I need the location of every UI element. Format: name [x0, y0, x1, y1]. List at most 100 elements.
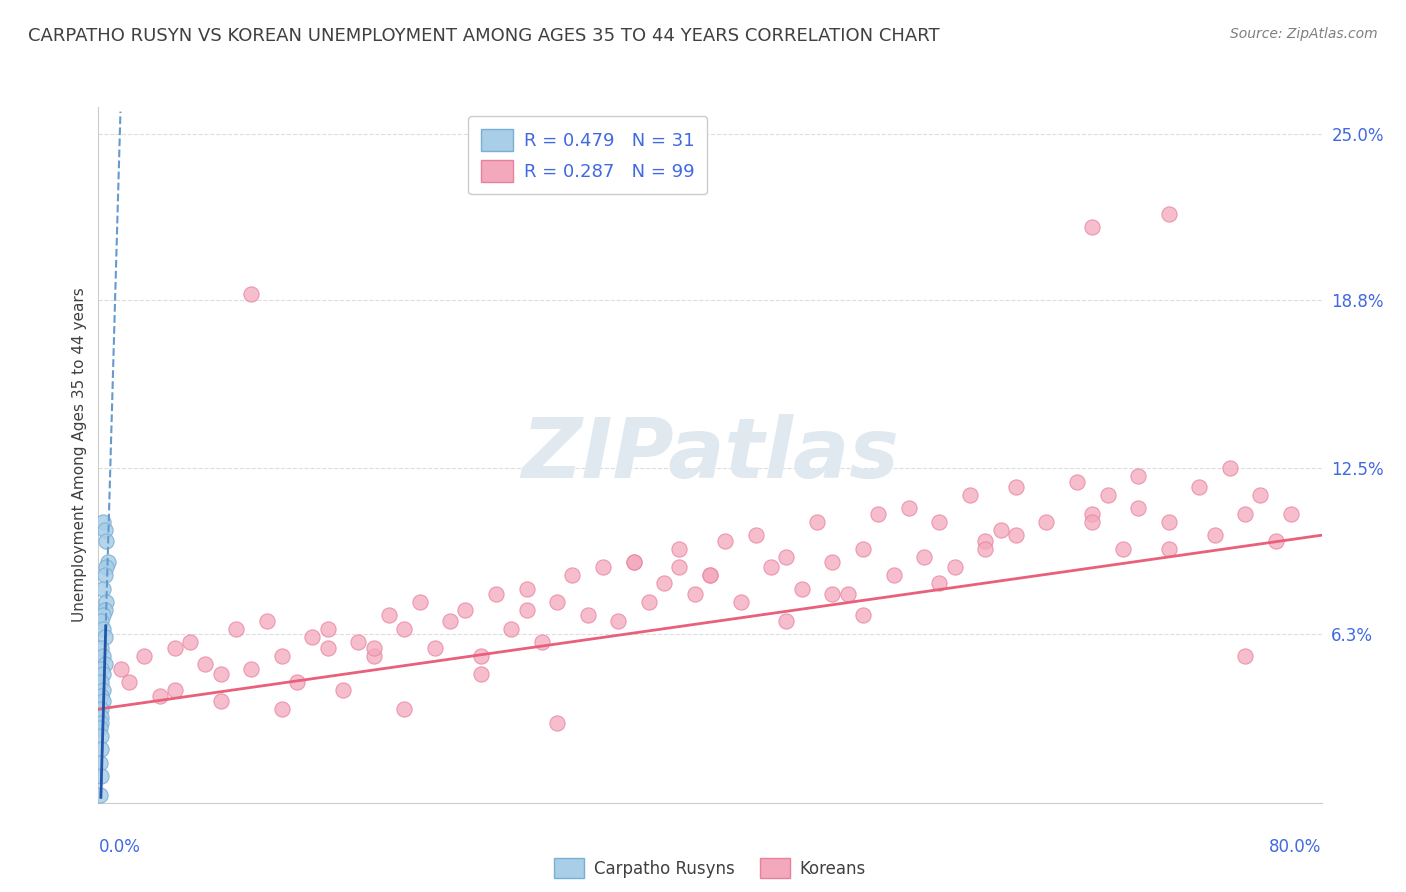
Point — [607, 614, 630, 628]
Point — [91, 622, 114, 636]
Point — [332, 683, 354, 698]
Point — [1128, 501, 1150, 516]
Point — [1066, 475, 1088, 489]
Point — [1157, 515, 1180, 529]
Text: 0.0%: 0.0% — [98, 838, 141, 855]
Point — [1204, 528, 1226, 542]
Point — [1234, 507, 1257, 521]
Point — [470, 667, 492, 681]
Point — [974, 541, 997, 556]
Point — [1081, 220, 1104, 235]
Point — [1250, 488, 1272, 502]
Point — [91, 608, 114, 623]
Point — [516, 582, 538, 596]
Point — [990, 523, 1012, 537]
Y-axis label: Unemployment Among Ages 35 to 44 years: Unemployment Among Ages 35 to 44 years — [72, 287, 87, 623]
Point — [90, 675, 112, 690]
Point — [1157, 541, 1180, 556]
Point — [93, 603, 115, 617]
Point — [392, 622, 416, 636]
Point — [821, 555, 844, 569]
Point — [91, 515, 114, 529]
Point — [714, 533, 737, 548]
Point — [301, 630, 323, 644]
Point — [974, 533, 997, 548]
Point — [90, 614, 112, 628]
Point — [270, 648, 294, 663]
Point — [883, 568, 905, 582]
Point — [761, 560, 783, 574]
Point — [209, 694, 232, 708]
Point — [90, 715, 112, 730]
Point — [1264, 533, 1286, 548]
Point — [1081, 507, 1104, 521]
Point — [699, 568, 721, 582]
Point — [1004, 480, 1026, 494]
Point — [516, 603, 538, 617]
Point — [179, 635, 201, 649]
Point — [852, 608, 875, 623]
Point — [790, 582, 813, 596]
Point — [256, 614, 278, 628]
Point — [1081, 515, 1104, 529]
Point — [1188, 480, 1211, 494]
Point — [1112, 541, 1135, 556]
Point — [1157, 207, 1180, 221]
Point — [561, 568, 583, 582]
Point — [912, 549, 935, 564]
Point — [943, 560, 966, 574]
Point — [93, 630, 115, 644]
Point — [1004, 528, 1026, 542]
Point — [806, 515, 828, 529]
Point — [94, 560, 117, 574]
Point — [1279, 507, 1302, 521]
Point — [194, 657, 217, 671]
Point — [408, 595, 430, 609]
Point — [592, 560, 614, 574]
Point — [576, 608, 599, 623]
Point — [745, 528, 768, 542]
Point — [163, 683, 186, 698]
Point — [240, 662, 263, 676]
Point — [110, 662, 132, 676]
Point — [928, 576, 950, 591]
Point — [90, 640, 112, 655]
Point — [668, 560, 690, 574]
Point — [90, 710, 112, 724]
Point — [1128, 469, 1150, 483]
Point — [89, 721, 111, 735]
Point — [837, 587, 859, 601]
Point — [94, 533, 117, 548]
Point — [270, 702, 294, 716]
Point — [439, 614, 461, 628]
Text: CARPATHO RUSYN VS KOREAN UNEMPLOYMENT AMONG AGES 35 TO 44 YEARS CORRELATION CHAR: CARPATHO RUSYN VS KOREAN UNEMPLOYMENT AM… — [28, 27, 939, 45]
Point — [897, 501, 920, 516]
Point — [852, 541, 875, 556]
Point — [316, 622, 339, 636]
Point — [775, 549, 797, 564]
Point — [91, 683, 114, 698]
Point — [91, 667, 114, 681]
Point — [90, 689, 112, 703]
Point — [134, 648, 156, 663]
Point — [392, 702, 416, 716]
Point — [163, 640, 186, 655]
Point — [546, 595, 568, 609]
Text: 80.0%: 80.0% — [1270, 838, 1322, 855]
Point — [821, 587, 844, 601]
Point — [530, 635, 553, 649]
Point — [623, 555, 645, 569]
Point — [1035, 515, 1057, 529]
Point — [363, 640, 385, 655]
Text: Source: ZipAtlas.com: Source: ZipAtlas.com — [1230, 27, 1378, 41]
Legend: Carpatho Rusyns, Koreans: Carpatho Rusyns, Koreans — [547, 851, 873, 885]
Point — [93, 568, 115, 582]
Point — [93, 657, 115, 671]
Point — [454, 603, 477, 617]
Point — [928, 515, 950, 529]
Point — [94, 595, 117, 609]
Point — [90, 769, 112, 783]
Point — [118, 675, 141, 690]
Point — [225, 622, 247, 636]
Point — [623, 555, 645, 569]
